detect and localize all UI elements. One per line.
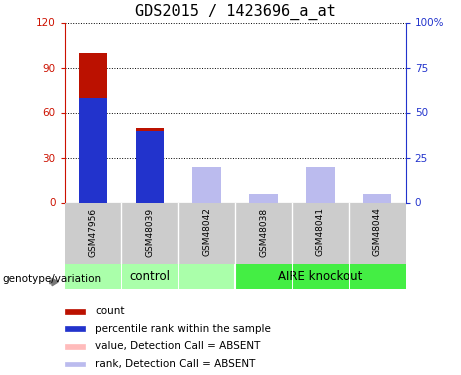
Bar <box>79 53 107 202</box>
Bar <box>249 195 278 202</box>
Text: percentile rank within the sample: percentile rank within the sample <box>95 324 271 333</box>
Bar <box>306 177 335 203</box>
Bar <box>306 166 335 202</box>
Bar <box>235 264 406 289</box>
Bar <box>178 202 235 264</box>
Text: rank, Detection Call = ABSENT: rank, Detection Call = ABSENT <box>95 359 255 369</box>
Bar <box>65 344 85 349</box>
Text: count: count <box>95 306 125 316</box>
Text: GSM48041: GSM48041 <box>316 207 325 256</box>
Bar <box>292 202 349 264</box>
Bar <box>65 362 85 366</box>
Text: AIRE knockout: AIRE knockout <box>278 270 363 283</box>
FancyArrow shape <box>50 278 58 286</box>
Bar <box>65 202 121 264</box>
Text: control: control <box>130 270 170 283</box>
Text: value, Detection Call = ABSENT: value, Detection Call = ABSENT <box>95 342 260 351</box>
Bar <box>235 202 292 264</box>
Text: genotype/variation: genotype/variation <box>2 274 101 284</box>
Bar <box>349 202 406 264</box>
Text: GSM47956: GSM47956 <box>89 207 97 256</box>
Text: GSM48039: GSM48039 <box>145 207 154 256</box>
Bar <box>136 128 164 202</box>
Bar <box>79 98 107 202</box>
Bar <box>363 195 391 202</box>
Bar <box>193 177 221 203</box>
Text: GSM48042: GSM48042 <box>202 207 211 256</box>
Title: GDS2015 / 1423696_a_at: GDS2015 / 1423696_a_at <box>135 3 336 20</box>
Bar <box>193 166 221 202</box>
Bar <box>363 194 391 202</box>
Text: GSM48038: GSM48038 <box>259 207 268 256</box>
Bar <box>249 194 278 202</box>
Bar <box>65 309 85 314</box>
Bar <box>121 202 178 264</box>
Text: GSM48044: GSM48044 <box>373 207 382 256</box>
Bar <box>65 326 85 331</box>
Bar <box>65 264 235 289</box>
Bar <box>136 130 164 203</box>
